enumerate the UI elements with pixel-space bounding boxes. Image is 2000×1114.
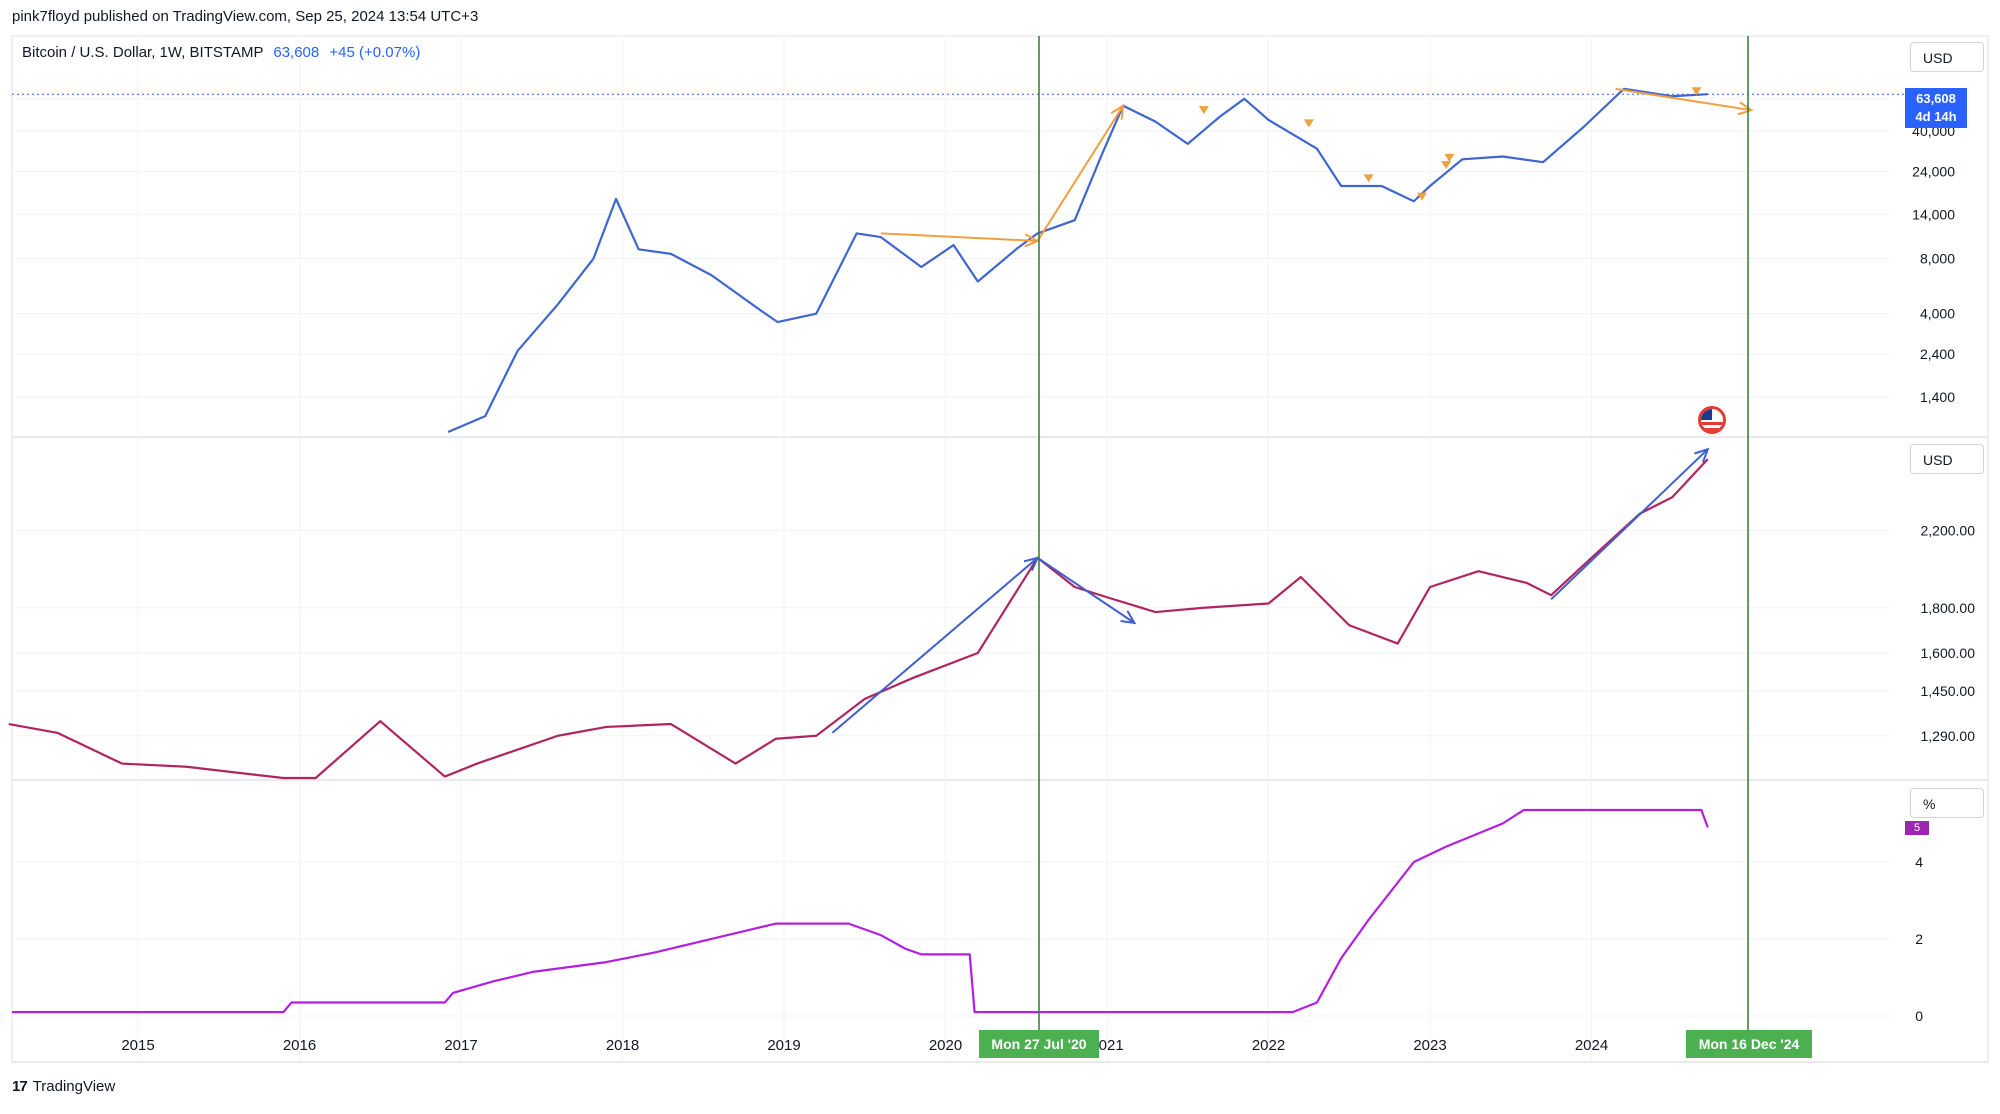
trend-arrow-projection-head [1737,101,1754,116]
unit-button-bottom[interactable]: % [1910,788,1984,818]
y-tick-label: 1,800.00 [1921,600,1976,616]
x-tick-label: 2017 [444,1037,477,1054]
symbol-title[interactable]: Bitcoin / U.S. Dollar, 1W, BITSTAMP [22,44,264,61]
flag-stripe [1701,428,1723,431]
y-tick-label: 2,400 [1920,346,1955,362]
x-tick-label: 2019 [767,1037,800,1054]
gold-arrow-down [1036,556,1136,624]
x-tick-label: 2016 [283,1037,316,1054]
signal-marker [1441,161,1452,170]
x-tick-label: 2022 [1252,1037,1285,1054]
gold-arrow-down-head [1120,610,1137,625]
rate-badge: 5 [1905,821,1929,835]
price-badge: 63,608 4d 14h [1905,88,1967,128]
footer: 17 TradingView [12,1078,115,1095]
symbol-legend: Bitcoin / U.S. Dollar, 1W, BITSTAMP 63,6… [22,44,420,61]
flag-stripe [1701,422,1723,425]
signal-marker [1363,174,1374,183]
y-tick-label: 1,600.00 [1921,645,1976,661]
trend-arrow-flat [880,232,1038,242]
y-tick-label: 1,400 [1920,389,1955,405]
currency-button-middle[interactable]: USD [1910,444,1984,474]
price-change: +45 (+0.07%) [329,44,421,61]
signal-marker [1416,192,1427,201]
y-tick-label: 8,000 [1920,251,1955,267]
date-badge-left: Mon 27 Jul '20 [979,1030,1099,1058]
flag-canton [1701,409,1712,420]
signal-marker [1303,119,1314,128]
y-tick-label: 2,200.00 [1921,523,1976,539]
price-badge-value: 63,608 [1916,91,1956,106]
us-flag-icon[interactable] [1698,406,1726,434]
y-tick-label: 4,000 [1920,306,1955,322]
gold-arrow-projection [1550,448,1709,601]
y-tick-label: 24,000 [1912,164,1955,180]
trend-arrow-up [1036,105,1124,242]
x-tick-label: 2023 [1413,1037,1446,1054]
gold-arrow-projection-head [1694,447,1710,463]
x-tick-label: 2018 [606,1037,639,1054]
last-price: 63,608 [273,44,320,61]
y-tick-label: 14,000 [1912,206,1955,222]
x-tick-label: 2015 [121,1037,154,1054]
currency-button-top[interactable]: USD [1910,42,1984,72]
y-tick-label: 2 [1915,931,1923,947]
trend-arrow-projection [1615,87,1752,112]
trend-arrow-up-head [1110,103,1125,120]
y-tick-label: 4 [1915,854,1923,870]
gold-line [8,458,1709,780]
x-tick-label: 2020 [929,1037,962,1054]
signal-marker [1691,87,1702,96]
gold-arrow-up [831,557,1039,734]
signal-marker [1444,153,1455,162]
tradingview-logo-icon[interactable]: 17 [12,1078,28,1095]
chart-frame [11,35,1989,1063]
date-badge-right: Mon 16 Dec '24 [1686,1030,1812,1058]
signal-marker [1198,106,1209,115]
y-tick-label: 0 [1915,1008,1923,1024]
y-tick-label: 1,450.00 [1921,683,1976,699]
price-badge-countdown: 4d 14h [1915,109,1957,124]
rate-line [12,808,1709,1014]
y-tick-label: 1,290.00 [1921,728,1976,744]
footer-brand[interactable]: TradingView [32,1078,116,1095]
published-header: pink7floyd published on TradingView.com,… [12,8,479,25]
x-tick-label: 2024 [1575,1037,1608,1054]
bitcoin-line [447,87,1708,434]
